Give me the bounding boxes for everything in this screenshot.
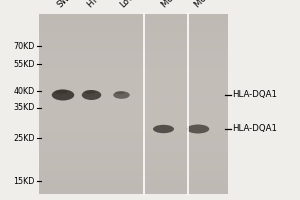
Bar [39,62,228,68]
Text: Lovo: Lovo [118,0,139,9]
Bar [39,152,228,158]
Text: 35KD: 35KD [13,103,34,112]
Bar [39,110,228,116]
Ellipse shape [84,90,96,94]
Bar [39,50,228,56]
Ellipse shape [55,90,68,94]
Text: HLA-DQA1: HLA-DQA1 [232,124,278,134]
Ellipse shape [153,125,174,133]
Text: Mouse stomach: Mouse stomach [193,0,248,9]
FancyBboxPatch shape [39,14,228,194]
Text: Mouse brain: Mouse brain [160,0,204,9]
Bar [39,80,228,86]
Bar [39,38,228,44]
Bar [39,182,228,188]
Bar [39,20,228,26]
Bar [39,32,228,38]
Bar [39,98,228,104]
Bar [39,170,228,176]
Ellipse shape [113,91,130,99]
Bar [39,26,228,32]
Bar [39,68,228,74]
Text: 55KD: 55KD [13,60,34,69]
Bar [39,86,228,92]
Ellipse shape [115,91,125,94]
Text: 70KD: 70KD [13,42,34,51]
Text: 25KD: 25KD [13,134,34,143]
Bar [39,158,228,164]
Ellipse shape [82,90,101,100]
Bar [39,14,228,20]
Bar [39,104,228,110]
Bar [39,134,228,140]
Bar [39,176,228,182]
Bar [39,146,228,152]
Text: 15KD: 15KD [13,177,34,186]
Ellipse shape [187,124,209,134]
Text: HT-29: HT-29 [85,0,109,9]
Bar [39,122,228,128]
Bar [39,92,228,98]
Text: HLA-DQA1: HLA-DQA1 [232,90,278,99]
Bar [39,188,228,194]
Ellipse shape [52,90,74,100]
Bar [39,164,228,170]
Bar [39,140,228,146]
Bar [39,44,228,50]
Bar [39,128,228,134]
Bar [39,56,228,62]
Text: SW620: SW620 [55,0,83,9]
Text: 40KD: 40KD [13,87,34,96]
Bar [39,74,228,80]
Bar [39,116,228,122]
